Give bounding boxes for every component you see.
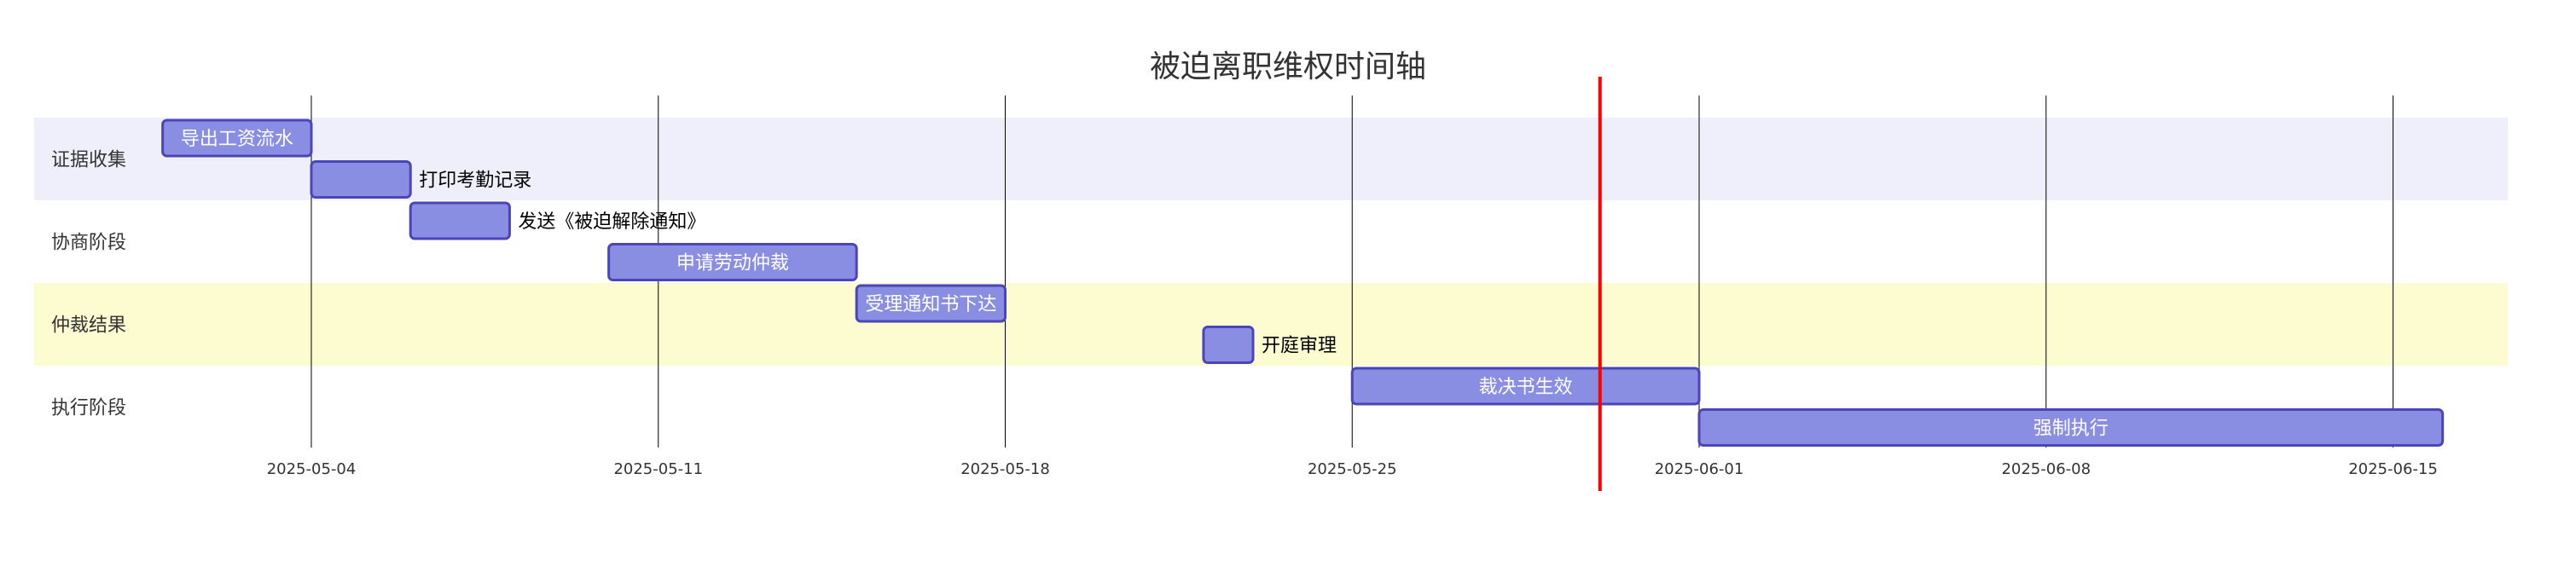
task-bar	[310, 160, 412, 199]
x-tick-label: 2025-05-11	[613, 460, 703, 478]
task-label: 打印考勤记录	[419, 170, 531, 192]
task-label: 申请劳动仲裁	[676, 253, 789, 274]
section-band	[34, 200, 2508, 283]
section-label: 证据收集	[51, 150, 126, 171]
task-bar	[607, 243, 858, 281]
x-tick-label: 2025-06-08	[2001, 460, 2091, 478]
task-label: 发送《被迫解除通知》	[518, 211, 705, 233]
task-label: 开庭审理	[1262, 336, 1337, 357]
section-band	[34, 283, 2508, 366]
task-bar	[1697, 408, 2445, 447]
task-bar	[409, 201, 511, 240]
task-label: 导出工资流水	[181, 129, 293, 150]
task-bars: 导出工资流水打印考勤记录发送《被迫解除通知》申请劳动仲裁受理通知书下达开庭审理裁…	[161, 118, 2445, 447]
section-label: 仲裁结果	[51, 315, 126, 337]
chart-title: 被迫离职维权时间轴	[1150, 49, 1426, 84]
task-bar	[855, 284, 1007, 323]
x-tick-label: 2025-06-15	[2348, 460, 2438, 478]
section-label: 协商阶段	[51, 233, 126, 254]
x-axis-ticks: 2025-05-04 2025-05-11 2025-05-18 2025-05-25…	[267, 460, 2438, 478]
task-label: 受理通知书下达	[865, 294, 996, 315]
task-bar	[1350, 367, 1701, 406]
section-label: 执行阶段	[51, 398, 126, 419]
x-tick-label: 2025-06-01	[1655, 460, 1744, 478]
x-tick-label: 2025-05-18	[960, 460, 1050, 478]
task-label: 裁决书生效	[1479, 377, 1573, 398]
task-label: 强制执行	[2034, 419, 2109, 440]
task-bar	[1202, 326, 1255, 364]
x-tick-label: 2025-05-04	[267, 460, 357, 478]
section-bands	[34, 118, 2508, 448]
x-tick-label: 2025-05-25	[1308, 460, 1397, 478]
section-band	[34, 118, 2508, 200]
task-bar	[161, 118, 313, 158]
